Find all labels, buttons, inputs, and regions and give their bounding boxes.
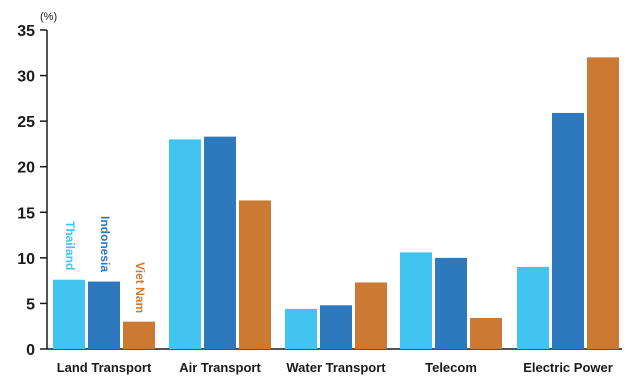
bars-group — [53, 57, 619, 349]
x-tick-label: Land Transport — [57, 360, 152, 375]
bar-viet-nam-3 — [470, 318, 502, 349]
bar-thailand-4 — [517, 266, 549, 349]
series-label-viet-nam: Viet Nam — [133, 262, 147, 313]
bar-indonesia-4 — [552, 112, 584, 349]
series-label-thailand: Thailand — [63, 221, 77, 270]
x-tick-label: Telecom — [425, 360, 477, 375]
bar-thailand-2 — [285, 308, 317, 349]
y-axis-ticks: 0 5 10 15 20 25 30 35 — [17, 23, 47, 359]
x-tick-label: Air Transport — [179, 360, 261, 375]
bar-viet-nam-4 — [587, 57, 619, 349]
bar-viet-nam-1 — [239, 200, 271, 349]
x-tick-label: Water Transport — [286, 360, 386, 375]
y-tick-label: 30 — [17, 69, 35, 86]
y-tick-label: 25 — [17, 114, 35, 131]
y-tick-label: 15 — [17, 205, 35, 222]
y-tick-label: 0 — [26, 342, 35, 359]
bar-viet-nam-0 — [123, 321, 155, 349]
bar-indonesia-0 — [88, 281, 120, 349]
category-labels: Land Transport Air Transport Water Transpo… — [57, 360, 613, 375]
series-labels: Thailand Indonesia Viet Nam — [63, 216, 147, 313]
bar-thailand-0 — [53, 279, 85, 349]
x-tick-label: Electric Power — [523, 360, 613, 375]
bar-indonesia-2 — [320, 305, 352, 349]
bar-thailand-3 — [400, 252, 432, 349]
y-axis-unit: (%) — [40, 11, 57, 23]
series-label-indonesia: Indonesia — [98, 216, 112, 272]
bar-thailand-1 — [169, 139, 201, 349]
bar-viet-nam-2 — [355, 282, 387, 349]
bar-indonesia-1 — [204, 136, 236, 349]
y-tick-label: 10 — [17, 251, 35, 268]
y-tick-label: 5 — [26, 296, 35, 313]
bar-indonesia-3 — [435, 257, 467, 349]
y-tick-label: 35 — [17, 23, 35, 40]
y-tick-label: 20 — [17, 160, 35, 177]
